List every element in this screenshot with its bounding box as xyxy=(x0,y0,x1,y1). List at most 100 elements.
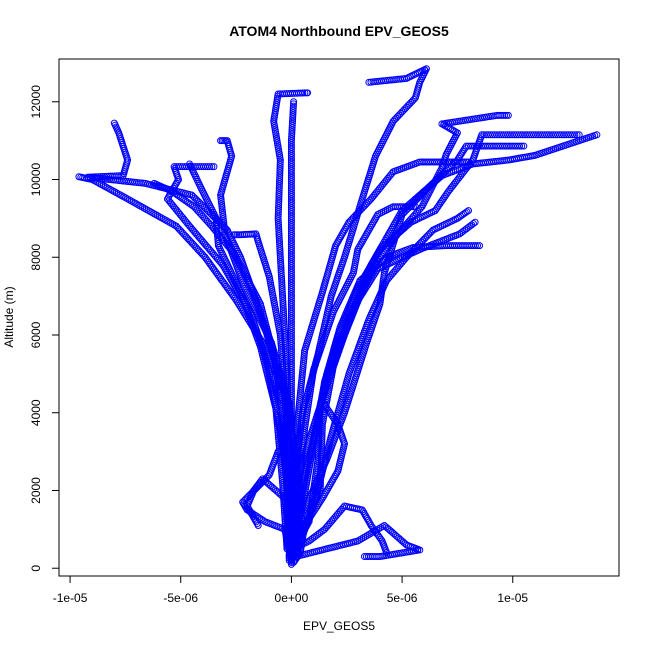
data-point xyxy=(278,348,286,356)
data-point xyxy=(311,505,319,513)
data-point xyxy=(327,410,335,418)
data-point xyxy=(278,470,286,478)
data-point xyxy=(277,337,285,345)
data-point xyxy=(273,416,281,424)
data-point xyxy=(573,131,581,139)
data-point xyxy=(218,200,226,208)
series-20 xyxy=(292,521,424,561)
data-point xyxy=(434,203,442,211)
data-point xyxy=(254,521,262,529)
data-point xyxy=(287,411,295,419)
data-point xyxy=(321,401,329,409)
y-tick-label: 2000 xyxy=(29,477,43,504)
data-point xyxy=(277,466,285,474)
data-point xyxy=(208,163,216,171)
series-9 xyxy=(285,131,583,561)
data-point xyxy=(309,509,317,517)
data-point xyxy=(593,131,601,139)
data-point xyxy=(329,413,337,421)
data-point xyxy=(290,98,298,106)
data-point xyxy=(288,433,296,441)
data-point xyxy=(279,363,287,371)
data-point xyxy=(300,349,308,357)
data-point xyxy=(273,411,280,419)
y-tick-label: 12000 xyxy=(29,85,43,119)
data-point xyxy=(301,521,309,529)
data-point xyxy=(473,242,481,250)
data-point xyxy=(280,374,288,382)
data-point xyxy=(288,413,296,421)
data-point xyxy=(278,350,286,358)
data-point xyxy=(376,534,384,542)
data-point xyxy=(471,242,479,250)
data-point xyxy=(221,228,229,236)
data-point xyxy=(457,151,465,159)
data-point xyxy=(260,476,268,484)
data-point xyxy=(304,516,312,524)
y-axis-label: Altitude (m) xyxy=(2,286,16,347)
data-point xyxy=(251,485,259,493)
data-point xyxy=(316,498,324,506)
x-tick-label: -5e-06 xyxy=(163,591,198,605)
y-tick-label: 0 xyxy=(29,565,43,572)
data-point xyxy=(322,403,330,411)
data-point xyxy=(300,429,308,437)
data-point xyxy=(374,532,382,540)
data-point xyxy=(324,406,332,414)
data-point xyxy=(279,361,287,369)
y-tick-label: 4000 xyxy=(29,399,43,426)
data-point xyxy=(210,163,218,171)
data-point xyxy=(469,220,477,228)
data-point xyxy=(279,370,287,378)
data-point xyxy=(278,353,286,361)
data-point xyxy=(275,437,283,445)
data-point xyxy=(261,518,269,526)
data-point xyxy=(275,440,283,448)
data-point xyxy=(303,518,311,526)
x-tick-label: 0e+00 xyxy=(275,591,309,605)
data-point xyxy=(459,147,467,155)
plot-frame xyxy=(58,58,620,577)
data-point xyxy=(518,142,526,150)
data-point xyxy=(441,192,449,200)
data-point xyxy=(290,498,298,506)
data-point xyxy=(318,423,326,431)
data-point xyxy=(317,496,325,504)
data-point xyxy=(383,549,391,557)
data-point xyxy=(279,481,287,489)
data-point xyxy=(277,461,285,469)
data-point xyxy=(300,426,308,434)
data-point xyxy=(278,474,286,482)
data-point xyxy=(276,446,284,454)
data-point xyxy=(360,553,368,561)
data-point xyxy=(259,516,267,524)
series-21 xyxy=(290,502,391,557)
data-point xyxy=(275,435,283,443)
data-point xyxy=(277,344,285,352)
data-point xyxy=(288,439,296,447)
data-point xyxy=(330,415,338,423)
data-point xyxy=(464,207,472,215)
series-17 xyxy=(290,203,419,561)
data-point xyxy=(436,200,444,208)
series-23 xyxy=(290,401,349,566)
data-point xyxy=(575,131,583,139)
x-axis: -1e-05 -5e-06 0e+00 5e-06 1e-05 xyxy=(53,575,528,605)
data-point xyxy=(186,160,194,168)
data-point xyxy=(328,412,336,420)
data-point xyxy=(437,198,445,206)
data-point xyxy=(501,111,509,119)
y-tick-label: 10000 xyxy=(29,162,43,196)
data-point xyxy=(289,502,297,510)
data-point xyxy=(278,472,286,480)
data-point xyxy=(165,197,173,205)
data-point xyxy=(339,504,347,512)
data-point xyxy=(409,203,417,211)
data-point xyxy=(289,102,297,110)
data-point xyxy=(301,89,309,97)
data-point xyxy=(439,196,447,204)
data-point xyxy=(291,487,299,495)
data-point xyxy=(504,111,512,119)
